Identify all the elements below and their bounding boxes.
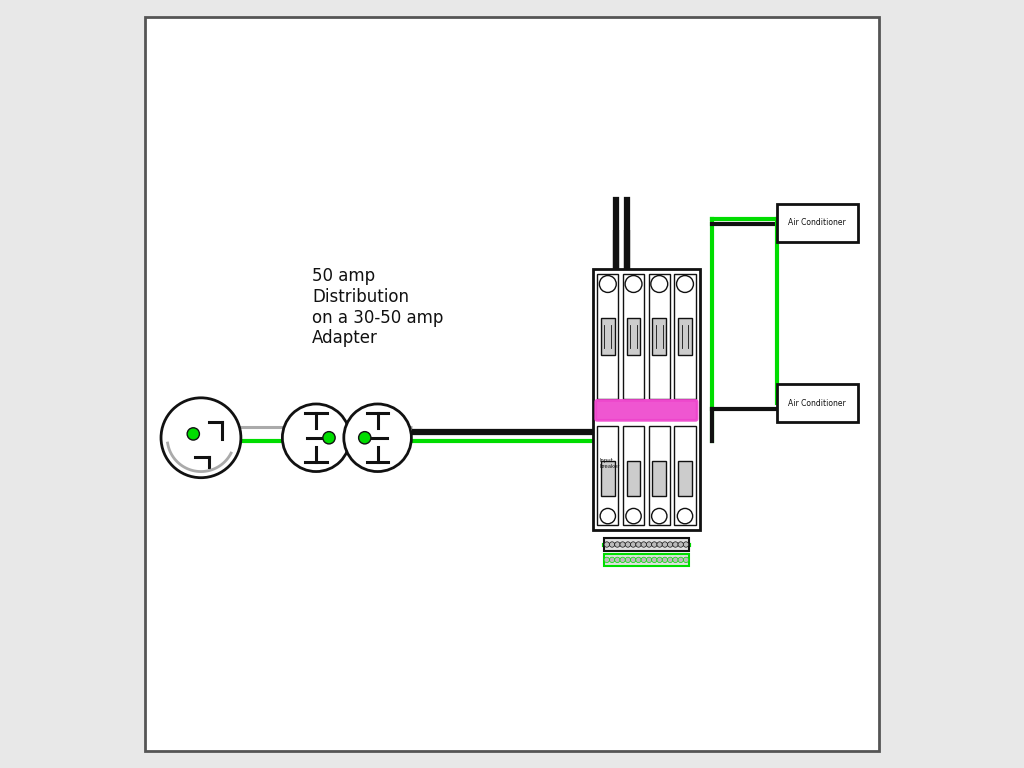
Circle shape xyxy=(631,557,636,563)
Circle shape xyxy=(323,432,335,444)
Circle shape xyxy=(161,398,241,478)
Circle shape xyxy=(651,541,657,548)
Circle shape xyxy=(651,557,657,563)
Text: 50 amp
Distribution
on a 30-50 amp
Adapter: 50 amp Distribution on a 30-50 amp Adapt… xyxy=(312,267,443,347)
Circle shape xyxy=(626,541,631,548)
Circle shape xyxy=(600,508,615,524)
Circle shape xyxy=(625,276,642,293)
Circle shape xyxy=(626,557,631,563)
FancyBboxPatch shape xyxy=(604,554,688,566)
FancyBboxPatch shape xyxy=(678,461,692,495)
Circle shape xyxy=(668,557,673,563)
Text: Input
breaker: Input breaker xyxy=(599,458,620,469)
Circle shape xyxy=(657,557,663,563)
Circle shape xyxy=(604,541,609,548)
Text: Air Conditioner: Air Conditioner xyxy=(788,399,846,408)
Circle shape xyxy=(668,541,673,548)
Circle shape xyxy=(358,432,371,444)
FancyBboxPatch shape xyxy=(145,17,879,751)
Circle shape xyxy=(663,541,668,548)
Circle shape xyxy=(620,557,626,563)
FancyBboxPatch shape xyxy=(623,274,644,399)
Circle shape xyxy=(651,276,668,293)
Circle shape xyxy=(646,541,651,548)
Circle shape xyxy=(609,557,614,563)
Circle shape xyxy=(626,508,641,524)
Circle shape xyxy=(673,541,678,548)
Circle shape xyxy=(678,541,683,548)
Circle shape xyxy=(620,541,626,548)
FancyBboxPatch shape xyxy=(652,318,667,356)
FancyBboxPatch shape xyxy=(596,400,697,420)
FancyBboxPatch shape xyxy=(777,204,857,242)
Circle shape xyxy=(599,276,616,293)
Circle shape xyxy=(187,428,200,440)
FancyBboxPatch shape xyxy=(597,426,618,525)
Circle shape xyxy=(614,557,621,563)
FancyBboxPatch shape xyxy=(777,384,857,422)
Circle shape xyxy=(614,541,621,548)
Circle shape xyxy=(631,541,636,548)
FancyBboxPatch shape xyxy=(627,318,640,356)
Circle shape xyxy=(636,541,641,548)
Circle shape xyxy=(657,541,663,548)
FancyBboxPatch shape xyxy=(675,426,695,525)
FancyBboxPatch shape xyxy=(593,269,700,530)
FancyBboxPatch shape xyxy=(649,426,670,525)
FancyBboxPatch shape xyxy=(678,318,692,356)
Circle shape xyxy=(604,557,609,563)
FancyBboxPatch shape xyxy=(675,274,695,399)
FancyBboxPatch shape xyxy=(601,318,614,356)
FancyBboxPatch shape xyxy=(652,461,667,495)
FancyBboxPatch shape xyxy=(604,538,688,551)
Circle shape xyxy=(663,557,668,563)
Circle shape xyxy=(677,276,693,293)
Circle shape xyxy=(641,541,646,548)
Circle shape xyxy=(683,557,689,563)
Circle shape xyxy=(673,557,678,563)
FancyBboxPatch shape xyxy=(627,461,640,495)
Circle shape xyxy=(283,404,350,472)
Circle shape xyxy=(683,541,689,548)
FancyBboxPatch shape xyxy=(597,274,618,399)
FancyBboxPatch shape xyxy=(649,274,670,399)
Circle shape xyxy=(641,557,646,563)
Circle shape xyxy=(609,541,614,548)
Circle shape xyxy=(677,508,692,524)
Circle shape xyxy=(636,557,641,563)
Circle shape xyxy=(651,508,667,524)
FancyBboxPatch shape xyxy=(623,426,644,525)
Circle shape xyxy=(646,557,651,563)
FancyBboxPatch shape xyxy=(601,461,614,495)
Circle shape xyxy=(344,404,412,472)
Text: Air Conditioner: Air Conditioner xyxy=(788,218,846,227)
Circle shape xyxy=(678,557,683,563)
